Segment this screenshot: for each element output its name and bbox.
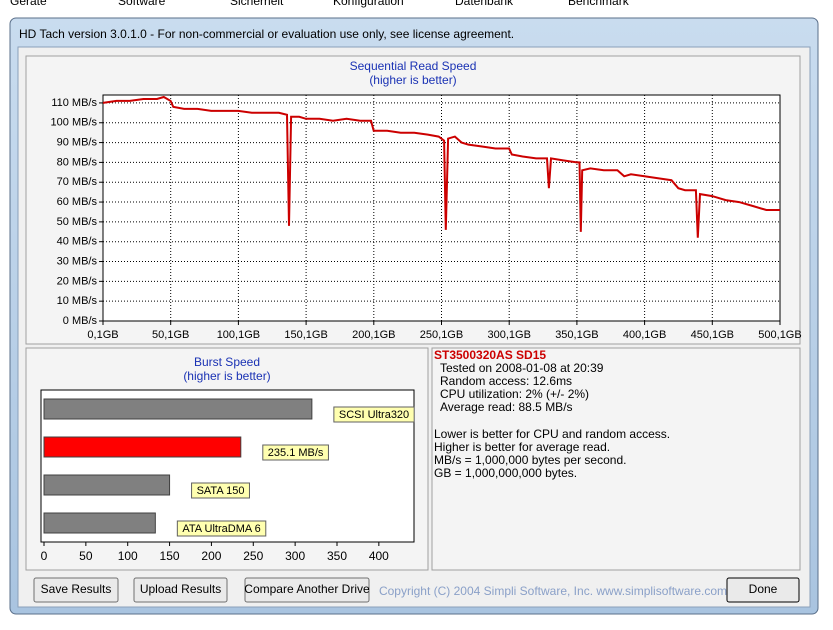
button[interactable]: [133, 577, 228, 603]
x-tick-label: 0: [41, 549, 48, 563]
menu-item[interactable]: Software: [118, 0, 166, 8]
y-tick-label: 50 MB/s: [57, 216, 98, 228]
y-tick-label: 30 MB/s: [57, 255, 98, 267]
menu-item[interactable]: Konfiguration: [333, 0, 404, 8]
button-label[interactable]: Compare Another Drive: [244, 582, 370, 596]
x-tick-label: 300: [285, 549, 305, 563]
x-tick-label: 350: [327, 549, 347, 563]
y-tick-label: 0 MB/s: [63, 315, 98, 327]
plot-area: [102, 94, 781, 322]
menu-item[interactable]: Benchmark: [568, 0, 630, 8]
y-tick-label: 10 MB/s: [57, 295, 98, 307]
note-line: GB = 1,000,000,000 bytes.: [434, 466, 577, 480]
bar-label: SATA 150: [197, 485, 245, 497]
x-tick-label: 400,1GB: [623, 329, 666, 341]
y-tick-label: 20 MB/s: [57, 275, 98, 287]
button[interactable]: [33, 577, 119, 603]
y-tick-label: 40 MB/s: [57, 236, 98, 248]
y-tick-label: 100 MB/s: [51, 117, 98, 129]
x-tick-label: 200: [201, 549, 221, 563]
note-line: MB/s = 1,000,000 bytes per second.: [434, 453, 626, 467]
result-line: Random access: 12.6ms: [440, 374, 572, 388]
info-panel: [431, 347, 801, 571]
bar-label: SCSI Ultra320: [339, 409, 409, 421]
x-tick-label: 400: [369, 549, 389, 563]
button-label[interactable]: Upload Results: [140, 582, 221, 596]
button[interactable]: [726, 577, 800, 603]
bar-tag: [176, 520, 267, 537]
menu-item[interactable]: Sicherheit: [230, 0, 284, 8]
button-label[interactable]: Save Results: [41, 582, 112, 596]
x-tick-label: 150: [160, 549, 180, 563]
x-tick-label: 150,1GB: [284, 329, 327, 341]
bar: [43, 512, 156, 534]
y-tick-label: 70 MB/s: [57, 176, 98, 188]
chart-subtitle: (higher is better): [183, 369, 270, 383]
note-line: Higher is better for average read.: [434, 440, 610, 454]
bar-label: ATA UltraDMA 6: [182, 523, 260, 535]
chart-subtitle: (higher is better): [369, 73, 456, 87]
bar-tag: [191, 482, 250, 499]
x-tick-label: 350,1GB: [555, 329, 598, 341]
window-title: HD Tach version 3.0.1.0 - For non-commer…: [19, 27, 514, 41]
x-tick-label: 100: [118, 549, 138, 563]
x-tick-label: 0,1GB: [87, 329, 118, 341]
y-tick-label: 90 MB/s: [57, 136, 98, 148]
bar-tag: [262, 444, 329, 461]
result-line: Tested on 2008-01-08 at 20:39: [440, 361, 604, 375]
chart-title: Sequential Read Speed: [350, 59, 477, 73]
bar: [43, 398, 313, 420]
result-line: Average read: 88.5 MB/s: [440, 400, 573, 414]
note-line: Lower is better for CPU and random acces…: [434, 427, 670, 441]
copyright: Copyright (C) 2004 Simpli Software, Inc.…: [379, 584, 727, 598]
x-tick-label: 100,1GB: [217, 329, 260, 341]
bar: [43, 436, 242, 458]
x-tick-label: 450,1GB: [691, 329, 734, 341]
y-tick-label: 80 MB/s: [57, 156, 98, 168]
chart-title: Burst Speed: [194, 355, 260, 369]
y-tick-label: 60 MB/s: [57, 196, 98, 208]
bar: [43, 474, 171, 496]
menu-item[interactable]: Geräte: [10, 0, 47, 8]
button-label[interactable]: Done: [749, 582, 778, 596]
y-tick-label: 110 MB/s: [51, 97, 97, 109]
x-tick-label: 500,1GB: [758, 329, 801, 341]
bar-label: 235.1 MB/s: [268, 447, 324, 459]
menu-bar: [0, 0, 833, 14]
x-tick-label: 250,1GB: [420, 329, 463, 341]
x-tick-label: 300,1GB: [487, 329, 530, 341]
result-line: CPU utilization: 2% (+/- 2%): [440, 387, 589, 401]
menu-item[interactable]: Datenbank: [455, 0, 514, 8]
x-tick-label: 250: [243, 549, 263, 563]
x-tick-label: 50: [79, 549, 93, 563]
x-tick-label: 200,1GB: [352, 329, 395, 341]
x-tick-label: 50,1GB: [152, 329, 189, 341]
bar-tag: [333, 406, 415, 423]
button[interactable]: [244, 577, 370, 603]
drive-name: ST3500320AS SD15: [434, 348, 546, 362]
read-line: [102, 95, 780, 238]
